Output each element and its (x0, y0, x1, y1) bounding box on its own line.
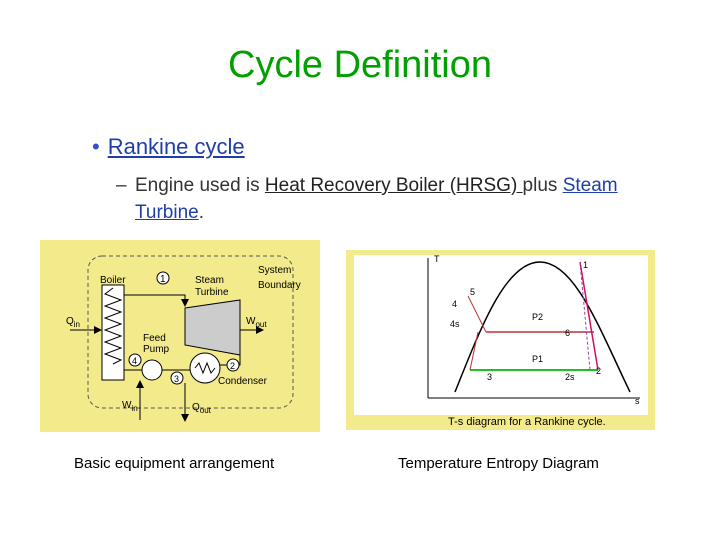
equipment-diagram: Boiler 1 Steam Turbine System Boundary Q… (40, 240, 320, 432)
label: Win (122, 400, 138, 413)
label: Condenser (218, 376, 268, 387)
label: 2 (596, 366, 601, 376)
label: 1 (583, 260, 588, 270)
text: . (198, 202, 204, 223)
label: Qout (192, 402, 212, 415)
bullet: • Rankine cycle (92, 134, 245, 160)
label: 4 (452, 299, 457, 309)
label: Wout (246, 316, 267, 329)
link[interactable]: Steam Turbine (135, 175, 618, 223)
label: T (434, 254, 440, 264)
label: 3 (174, 374, 179, 384)
bullet-marker: • (92, 134, 100, 159)
label: Qin (66, 316, 80, 329)
caption: Basic equipment arrangement (74, 455, 275, 472)
label: System (258, 265, 291, 276)
text: Engine used is (135, 175, 265, 196)
label: 6 (565, 328, 570, 338)
label: Pump (143, 344, 170, 355)
label: 4s (450, 319, 460, 329)
label: 2 (230, 361, 235, 371)
label: Boiler (100, 275, 126, 286)
link[interactable]: Heat Recovery Boiler (HRSG) (264, 175, 523, 196)
slide-title: Cycle Definition (228, 44, 492, 86)
caption: Temperature Entropy Diagram (398, 455, 599, 472)
label: P2 (532, 312, 543, 322)
ts-diagram: T 1 5 4 4s P2 6 P1 3 2s 2 s T-s diagram … (346, 250, 655, 430)
label: 4 (132, 356, 137, 366)
label: T-s diagram for a Rankine cycle. (448, 416, 606, 428)
label: Boundary (258, 280, 301, 291)
label: 2s (565, 372, 575, 382)
label: Feed (143, 333, 166, 344)
label: 5 (470, 287, 475, 297)
sub-bullet-marker: – (116, 175, 127, 196)
label: 3 (487, 372, 492, 382)
sub-bullet: – Engine used is Heat Recovery Boiler (HR… (116, 172, 680, 226)
label: P1 (532, 354, 543, 364)
label: Turbine (195, 287, 229, 298)
bullet-text[interactable]: Rankine cycle (107, 134, 245, 159)
label: Steam (195, 275, 224, 286)
label: s (635, 396, 640, 406)
label: 1 (160, 274, 166, 285)
text: plus (522, 175, 563, 196)
